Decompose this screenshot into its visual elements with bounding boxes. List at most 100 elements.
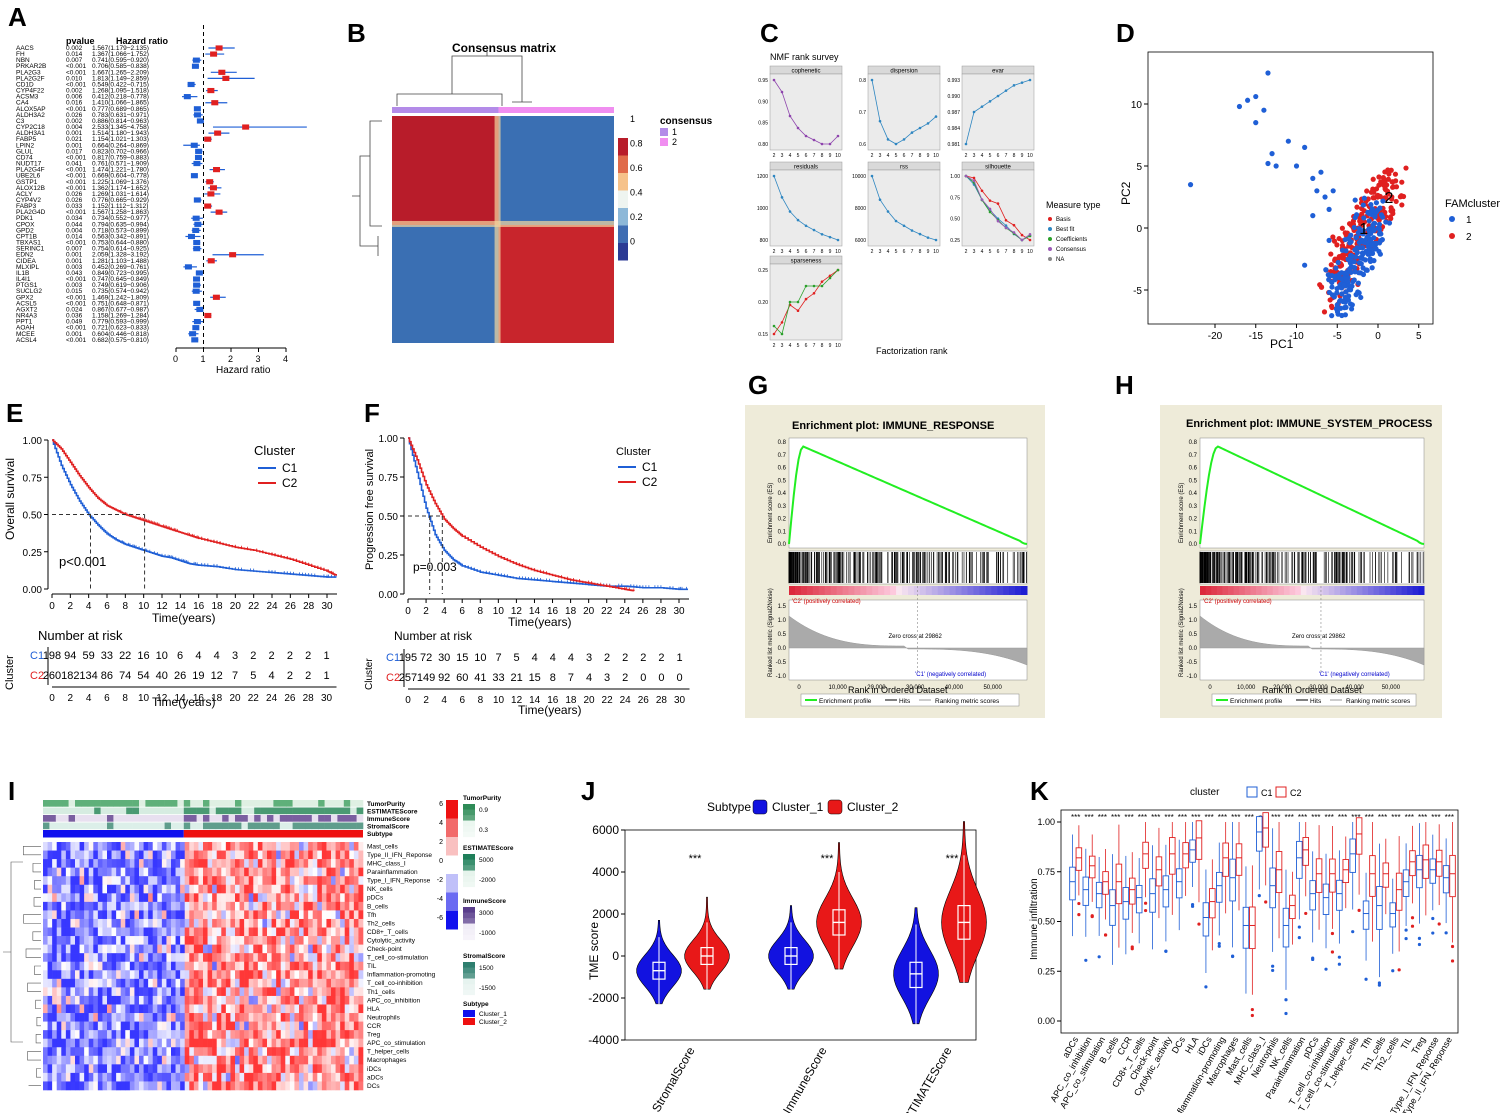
heatmap-cell — [267, 1038, 272, 1048]
nmf-xtick: 9 — [829, 153, 832, 159]
gsea-rank-bar-segment — [1244, 586, 1251, 595]
heatmap-cell — [280, 961, 286, 971]
consensus-block-1 — [392, 116, 499, 225]
forest-pvalue: 0.036 — [66, 313, 83, 320]
forest-hr-point — [213, 167, 221, 173]
heatmap-track-cell — [119, 822, 127, 830]
heatmap-cell — [102, 1038, 108, 1048]
heatmap-cell — [166, 978, 172, 988]
heatmap-cell — [43, 970, 48, 980]
heatmap-cell — [280, 867, 286, 877]
heatmap-cell — [143, 1013, 149, 1022]
heatmap-cell — [285, 944, 291, 954]
forest-tick-label: 1 — [201, 354, 206, 364]
heatmap-cell — [107, 1081, 112, 1091]
gsea-rank-bar-segment — [1300, 586, 1307, 595]
risk-c2-count: 4 — [586, 672, 592, 684]
heatmap-cell — [276, 918, 282, 928]
heatmap-cell — [216, 842, 222, 851]
forest-gene-label: PDK1 — [16, 215, 33, 222]
heatmap-cell — [56, 1047, 62, 1057]
gsea-rank-bar-segment — [1306, 586, 1313, 595]
risk-xtick-label: 12 — [511, 695, 523, 706]
heatmap-cell — [157, 859, 163, 868]
heatmap-cell — [70, 987, 76, 997]
heatmap-cell — [148, 1038, 154, 1048]
heatmap-cell — [267, 1013, 272, 1022]
heatmap-cell — [271, 987, 277, 997]
heatmap-cell — [267, 1021, 272, 1031]
heatmap-cell — [308, 995, 314, 1005]
heatmap-cell — [107, 961, 112, 971]
box-outlier — [1324, 967, 1328, 971]
heatmap-cell — [166, 884, 172, 894]
heatmap-cell — [257, 1038, 263, 1048]
heatmap-cell — [97, 884, 103, 894]
heatmap-cell — [294, 859, 300, 868]
heatmap-cell — [161, 1021, 167, 1031]
heatmap-cell — [143, 867, 149, 877]
heatmap-cell — [189, 1081, 195, 1091]
heatmap-cell — [65, 1055, 71, 1065]
heatmap-cell — [207, 970, 213, 980]
box-significance: *** — [1285, 813, 1294, 822]
forest-hr-text: 1.667(1.265−2.209) — [92, 69, 149, 76]
heatmap-cell — [280, 850, 286, 860]
nmf-ytick: 0.6 — [859, 142, 866, 148]
nmf-panel-bg — [769, 169, 843, 247]
heatmap-legend-swatch — [463, 918, 475, 924]
heatmap-cell — [221, 1004, 227, 1014]
forest-hr-text: 1.158(1.269−1.284) — [92, 313, 149, 320]
heatmap-cell — [257, 1013, 263, 1022]
heatmap-cell — [248, 1047, 254, 1057]
heatmap-cell — [107, 918, 112, 928]
forest-hr-point — [204, 203, 212, 209]
heatmap-cell — [353, 1081, 359, 1091]
heatmap-cell — [294, 893, 300, 903]
heatmap-cell — [189, 1038, 195, 1048]
pca-point — [1334, 302, 1340, 308]
heatmap-cell — [88, 1081, 94, 1091]
heatmap-cell — [152, 884, 158, 894]
heatmap-cell — [84, 1055, 90, 1065]
heatmap-cell — [93, 910, 99, 920]
forest-pvalue: 0.001 — [66, 130, 83, 137]
gsea-es-ytick: 0.0 — [1189, 542, 1198, 548]
heatmap-cell — [212, 859, 218, 868]
heatmap-track-cell — [132, 815, 140, 822]
heatmap-cell — [120, 953, 126, 963]
heatmap-cell — [180, 1004, 186, 1014]
heatmap-track-cell — [203, 822, 210, 830]
heatmap-cell — [321, 1038, 327, 1048]
heatmap-cell — [47, 867, 53, 877]
heatmap-cell — [157, 936, 163, 945]
panel-label-c: C — [760, 18, 779, 48]
heatmap-cell — [93, 944, 99, 954]
heatmap-cell — [248, 1013, 254, 1022]
heatmap-cell — [61, 1047, 67, 1057]
pca-point — [1265, 70, 1271, 76]
heatmap-cell — [207, 953, 213, 963]
heatmap-cell — [358, 850, 364, 860]
risk-xtick-label: 26 — [284, 693, 296, 704]
heatmap-cell — [267, 927, 272, 937]
heatmap-cell — [166, 944, 172, 954]
heatmap-cell — [120, 918, 126, 928]
box-outlier — [1250, 1007, 1254, 1012]
gsea-es-ytick: 0.4 — [1189, 491, 1198, 497]
heatmap-cell — [235, 1004, 240, 1014]
heatmap-cell — [353, 901, 359, 911]
nmf-xtick: 3 — [781, 249, 784, 255]
heatmap-cell — [70, 850, 76, 860]
heatmap-cell — [353, 1072, 359, 1082]
heatmap-cell — [129, 1072, 135, 1082]
heatmap-cell — [134, 1064, 140, 1074]
heatmap-cell — [65, 1064, 71, 1074]
heatmap-cell — [52, 1004, 58, 1014]
heatmap-cell — [299, 884, 304, 894]
pca-legend-dot — [1449, 216, 1455, 222]
heatmap-cell — [75, 1072, 80, 1082]
heatmap-track-cell — [228, 815, 236, 822]
forest-hr-point — [209, 185, 217, 191]
heatmap-cell — [75, 842, 80, 851]
